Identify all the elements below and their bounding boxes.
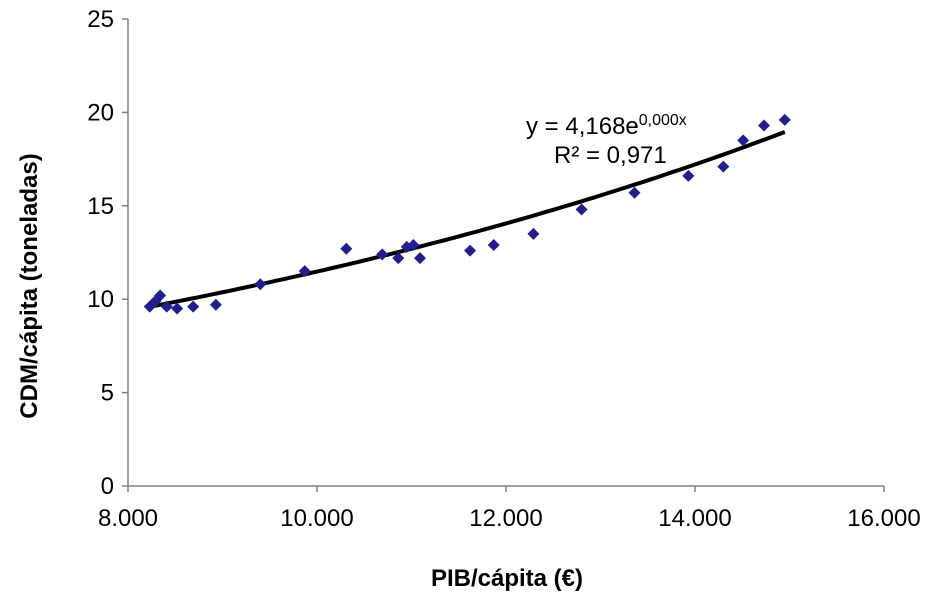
x-axis-ticks: 8.000 10.000 12.000 14.000 16.000 (98, 486, 921, 532)
x-tick-label: 16.000 (847, 505, 920, 532)
x-tick-label: 14.000 (658, 505, 731, 532)
data-point (575, 203, 588, 216)
equation-prefix: y = 4,168e (526, 113, 639, 140)
data-point (628, 186, 641, 199)
trendline (149, 130, 786, 309)
data-point (298, 265, 311, 278)
data-point (464, 244, 477, 257)
y-tick-label: 25 (87, 6, 114, 33)
y-tick-label: 20 (87, 99, 114, 126)
data-point (737, 134, 750, 147)
data-point (254, 278, 267, 291)
y-axis-title: CDM/cápita (toneladas) (16, 153, 43, 418)
r-squared-label: R² = 0,971 (554, 142, 667, 169)
y-tick-label: 5 (101, 380, 114, 407)
trendline-layer (149, 130, 786, 309)
data-point (154, 289, 167, 302)
data-point (487, 239, 500, 252)
data-point (209, 298, 222, 311)
y-tick-label: 15 (87, 193, 114, 220)
data-point (340, 242, 353, 255)
data-point (187, 300, 200, 313)
x-tick-label: 10.000 (280, 505, 353, 532)
data-point (717, 160, 730, 173)
x-axis-title: PIB/cápita (€) (431, 565, 583, 592)
data-point (160, 300, 173, 313)
data-point (392, 252, 405, 265)
data-point (682, 169, 695, 182)
trendline-equation: y = 4,168e0,000x (526, 112, 687, 140)
x-tick-label: 8.000 (98, 505, 158, 532)
x-tick-label: 12.000 (469, 505, 542, 532)
y-tick-label: 0 (101, 473, 114, 500)
data-point (778, 113, 791, 126)
data-point (376, 248, 389, 261)
y-axis-ticks: 0 5 10 15 20 25 (87, 6, 128, 500)
y-tick-label: 10 (87, 286, 114, 313)
data-point (407, 239, 420, 252)
data-point (527, 227, 540, 240)
data-point (757, 119, 770, 132)
axes (127, 19, 884, 487)
equation-exponent: 0,000x (639, 112, 687, 129)
data-point (414, 252, 427, 265)
data-points (143, 113, 791, 315)
data-point (171, 302, 184, 315)
